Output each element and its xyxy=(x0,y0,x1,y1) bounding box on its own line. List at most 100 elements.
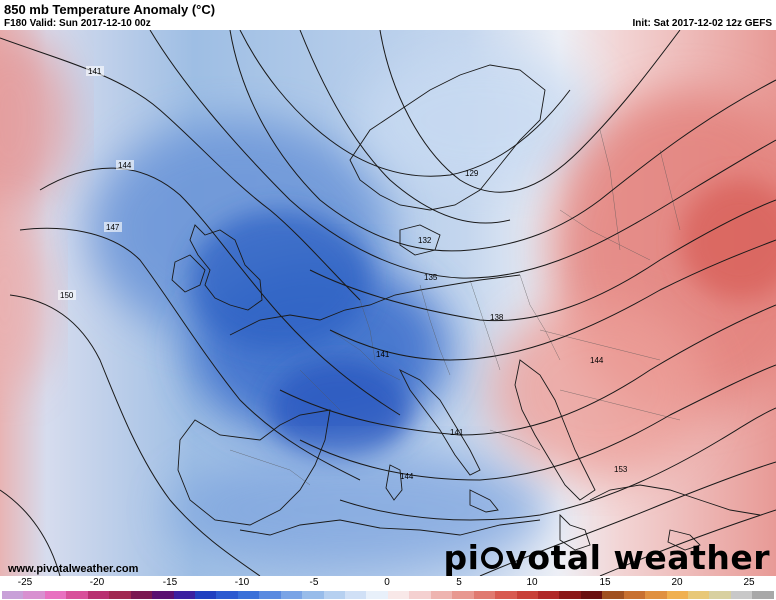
colorbar-swatch xyxy=(473,591,496,599)
contour-147 xyxy=(19,227,361,481)
colorbar-swatch xyxy=(452,591,474,599)
colorbar-swatch xyxy=(259,591,281,599)
init-time: Init: Sat 2017-12-02 12z GEFS xyxy=(632,18,772,29)
contour-labels: 141 144 147 150 129 132 135 138 141 141 … xyxy=(58,66,628,481)
contour-label: 141 xyxy=(376,350,390,359)
colorbar-tick: 0 xyxy=(384,577,390,588)
colorbar-tick: -20 xyxy=(89,577,105,588)
contour-141-south xyxy=(279,304,776,436)
contour-144 xyxy=(39,167,401,416)
contour-label: 141 xyxy=(88,67,102,76)
colorbar-swatch xyxy=(645,591,667,599)
colorbar-swatch xyxy=(130,591,153,599)
colorbar-swatch xyxy=(87,591,110,599)
contour-147-south xyxy=(339,407,776,521)
contour-153-south xyxy=(599,509,776,576)
contour-label: 144 xyxy=(118,161,132,170)
contour-label: 141 xyxy=(450,428,464,437)
colorbar-legend: -25 -20 -15 -10 -5 0 5 10 15 20 25 xyxy=(0,576,776,600)
colorbar-swatch xyxy=(430,591,453,599)
colorbar-tick: -10 xyxy=(234,577,250,588)
colorbar-swatch xyxy=(302,591,324,599)
cold-anomaly-south xyxy=(170,450,550,570)
contour-135 xyxy=(149,30,776,279)
contour-144-south xyxy=(299,364,776,481)
colorbar-swatch xyxy=(109,591,131,599)
contour-label: 153 xyxy=(614,465,628,474)
colorbar-swatch xyxy=(537,591,560,599)
map-header: 850 mb Temperature Anomaly (°C) F180 Val… xyxy=(0,0,776,30)
map-title: 850 mb Temperature Anomaly (°C) xyxy=(4,2,216,17)
contour-label: 150 xyxy=(60,291,74,300)
contour-150-south xyxy=(479,461,776,576)
contour-label: 144 xyxy=(590,356,604,365)
colorbar-swatch xyxy=(495,591,517,599)
colorbar-swatch xyxy=(237,591,260,599)
colorbar-swatch xyxy=(516,591,538,599)
contour-label: 135 xyxy=(424,273,438,282)
contour-153-west xyxy=(0,489,61,576)
colorbar-tick: 20 xyxy=(671,577,683,588)
contour-141 xyxy=(0,37,361,301)
colorbar-tick: 5 xyxy=(456,577,462,588)
colorbar-swatch xyxy=(194,591,217,599)
colorbar-swatch xyxy=(688,591,710,599)
contour-label: 132 xyxy=(418,236,432,245)
colorbar-swatch xyxy=(216,591,238,599)
colorbar-tick: -5 xyxy=(309,577,319,588)
contour-150 xyxy=(9,294,261,576)
colorbar-strip xyxy=(2,591,774,599)
country-borders xyxy=(229,129,681,486)
colorbar-swatch xyxy=(23,591,45,599)
contour-label: 138 xyxy=(490,313,504,322)
contour-132-b xyxy=(229,30,776,252)
warm-anomaly-west-2 xyxy=(0,210,50,390)
brand-text-right: votal weather xyxy=(505,538,770,577)
colorbar-swatch xyxy=(280,591,303,599)
website-url: www.pivotalweather.com xyxy=(8,563,139,575)
pivot-circle-icon xyxy=(481,546,504,569)
brand-logo: pi votal weather xyxy=(443,538,770,577)
cool-anomaly-north xyxy=(360,50,600,190)
warm-anomaly-west xyxy=(0,30,70,210)
colorbar-swatch xyxy=(409,591,431,599)
anomaly-map[interactable]: 141 144 147 150 129 132 135 138 141 141 … xyxy=(0,30,776,576)
contour-132 xyxy=(379,30,681,193)
contour-129-inner xyxy=(299,30,511,224)
colorbar-swatch xyxy=(666,591,688,599)
colorbar-swatch xyxy=(66,591,88,599)
colorbar-swatch xyxy=(345,591,367,599)
contour-label: 129 xyxy=(465,169,479,178)
colorbar-swatch xyxy=(323,591,345,599)
valid-time: F180 Valid: Sun 2017-12-10 00z xyxy=(4,18,151,29)
contour-label: 147 xyxy=(106,223,120,232)
colorbar-swatch xyxy=(752,591,774,599)
colorbar-swatch xyxy=(559,591,581,599)
colorbar-swatch xyxy=(387,591,410,599)
colorbar-tick: 25 xyxy=(743,577,755,588)
colorbar-swatch xyxy=(709,591,731,599)
brand-text-left: pi xyxy=(443,538,480,577)
warm-anomaly-balkans xyxy=(490,300,710,480)
colorbar-swatch xyxy=(44,591,67,599)
colorbar-swatch xyxy=(580,591,603,599)
coastlines xyxy=(171,64,761,551)
colorbar-tick: 15 xyxy=(599,577,611,588)
colorbar-swatch xyxy=(602,591,624,599)
contour-129 xyxy=(239,30,571,177)
colorbar-swatch xyxy=(2,591,24,599)
contour-138 xyxy=(309,199,776,322)
map-canvas: 141 144 147 150 129 132 135 138 141 141 … xyxy=(0,30,776,576)
colorbar-swatch xyxy=(730,591,753,599)
colorbar-tick: 10 xyxy=(526,577,538,588)
cold-anomaly-core-2 xyxy=(190,210,370,350)
colorbar-tick: -15 xyxy=(162,577,178,588)
colorbar-swatch xyxy=(623,591,646,599)
height-contours xyxy=(0,30,776,576)
colorbar-swatch xyxy=(152,591,174,599)
colorbar-swatch xyxy=(173,591,195,599)
contour-label: 144 xyxy=(400,472,414,481)
colorbar-tick: -25 xyxy=(17,577,33,588)
colorbar-swatch xyxy=(366,591,388,599)
contour-141-east xyxy=(329,239,776,361)
